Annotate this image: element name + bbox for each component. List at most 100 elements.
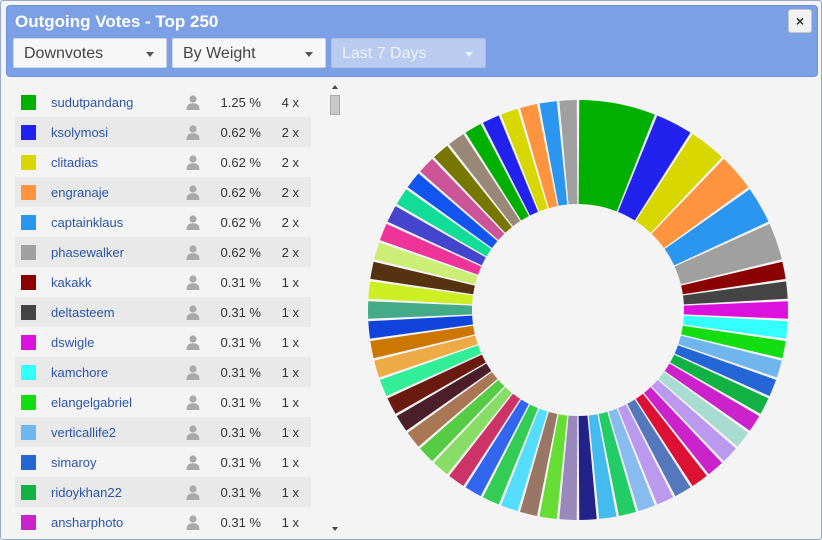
user-icon[interactable] (185, 94, 201, 110)
donut-slice[interactable] (374, 242, 478, 285)
user-icon[interactable] (185, 124, 201, 140)
vote-type-select[interactable]: Downvotes (13, 38, 167, 68)
donut-slice[interactable] (374, 335, 478, 378)
donut-slice[interactable] (520, 104, 558, 209)
voter-link[interactable]: clitadias (51, 155, 98, 170)
donut-slice[interactable] (578, 415, 597, 520)
vote-count: 1 x (281, 305, 299, 320)
donut-slice[interactable] (578, 100, 655, 212)
donut-slice[interactable] (370, 325, 475, 359)
close-button[interactable]: × (788, 9, 812, 33)
donut-slice[interactable] (651, 379, 736, 462)
order-select[interactable]: By Weight (172, 38, 326, 68)
donut-slice[interactable] (501, 108, 548, 212)
donut-slice[interactable] (368, 315, 473, 339)
list-scrollbar[interactable] (329, 85, 341, 533)
user-icon[interactable] (185, 244, 201, 260)
user-icon[interactable] (185, 454, 201, 470)
user-icon[interactable] (185, 184, 201, 200)
donut-slice[interactable] (664, 189, 769, 266)
donut-slice[interactable] (617, 115, 691, 221)
donut-slice[interactable] (433, 145, 512, 233)
donut-slice[interactable] (678, 335, 782, 378)
user-icon[interactable] (185, 304, 201, 320)
scroll-up-icon[interactable] (332, 85, 338, 89)
donut-slice[interactable] (674, 345, 777, 397)
voter-link[interactable]: kakakk (51, 275, 92, 290)
user-icon[interactable] (185, 424, 201, 440)
donut-slice[interactable] (520, 411, 558, 516)
donut-slice[interactable] (644, 387, 723, 475)
donut-slice[interactable] (501, 408, 548, 512)
donut-slice[interactable] (368, 281, 473, 305)
donut-slice[interactable] (588, 414, 617, 519)
user-icon[interactable] (185, 364, 201, 380)
voter-link[interactable]: deltasteem (51, 305, 115, 320)
donut-slice[interactable] (598, 411, 636, 516)
donut-slice[interactable] (627, 399, 691, 497)
donut-slice[interactable] (635, 134, 723, 233)
donut-slice[interactable] (433, 387, 512, 475)
scroll-thumb[interactable] (330, 95, 340, 115)
donut-slice[interactable] (683, 301, 788, 319)
scroll-down-icon[interactable] (332, 527, 338, 531)
donut-slice[interactable] (539, 101, 568, 206)
voter-link[interactable]: elangelgabriel (51, 395, 132, 410)
donut-slice[interactable] (420, 158, 505, 241)
donut-slice[interactable] (465, 123, 529, 221)
voter-link[interactable]: verticallife2 (51, 425, 117, 440)
donut-slice[interactable] (539, 414, 568, 519)
donut-slice[interactable] (670, 354, 769, 414)
voter-link[interactable]: kamchore (51, 365, 109, 380)
order-value: By Weight (183, 45, 256, 62)
color-swatch (21, 185, 36, 200)
donut-slice[interactable] (651, 158, 749, 248)
user-icon[interactable] (185, 514, 201, 530)
voter-link[interactable]: sudutpandang (51, 95, 134, 110)
donut-slice[interactable] (664, 363, 760, 431)
donut-slice[interactable] (407, 173, 498, 248)
donut-slice[interactable] (370, 261, 475, 295)
donut-slice[interactable] (681, 261, 786, 295)
donut-slice[interactable] (465, 399, 529, 497)
voter-link[interactable]: captainklaus (51, 215, 124, 230)
donut-slice[interactable] (368, 301, 473, 319)
voter-link[interactable]: ansharphoto (51, 515, 124, 530)
donut-slice[interactable] (379, 345, 482, 397)
user-icon[interactable] (185, 274, 201, 290)
donut-slice[interactable] (379, 223, 482, 275)
donut-slice[interactable] (482, 404, 539, 505)
voter-link[interactable]: phasewalker (51, 245, 124, 260)
donut-slice[interactable] (387, 354, 486, 414)
donut-slice[interactable] (635, 393, 707, 486)
donut-slice[interactable] (559, 415, 578, 520)
voter-link[interactable]: simaroy (51, 455, 97, 470)
donut-slice[interactable] (683, 281, 788, 305)
donut-slice[interactable] (407, 372, 498, 447)
donut-slice[interactable] (449, 134, 521, 227)
donut-slice[interactable] (683, 315, 788, 339)
voter-link[interactable]: ridoykhan22 (51, 485, 122, 500)
donut-slice[interactable] (449, 393, 521, 486)
donut-slice[interactable] (396, 363, 492, 431)
donut-slice[interactable] (482, 115, 539, 216)
user-icon[interactable] (185, 484, 201, 500)
donut-slice[interactable] (387, 206, 486, 266)
donut-slice[interactable] (608, 408, 655, 512)
user-icon[interactable] (185, 334, 201, 350)
donut-slice[interactable] (681, 325, 786, 359)
donut-slice[interactable] (674, 223, 782, 285)
donut-slice[interactable] (420, 379, 505, 462)
color-swatch (21, 95, 36, 110)
user-icon[interactable] (185, 154, 201, 170)
user-icon[interactable] (185, 214, 201, 230)
user-icon[interactable] (185, 394, 201, 410)
voter-link[interactable]: ksolymosi (51, 125, 109, 140)
voter-link[interactable]: dswigle (51, 335, 95, 350)
voter-link[interactable]: engranaje (51, 185, 109, 200)
vote-percent: 0.31 % (220, 335, 261, 350)
donut-slice[interactable] (396, 189, 492, 257)
donut-slice[interactable] (617, 404, 674, 505)
donut-slice[interactable] (658, 372, 749, 447)
donut-slice[interactable] (559, 100, 578, 205)
